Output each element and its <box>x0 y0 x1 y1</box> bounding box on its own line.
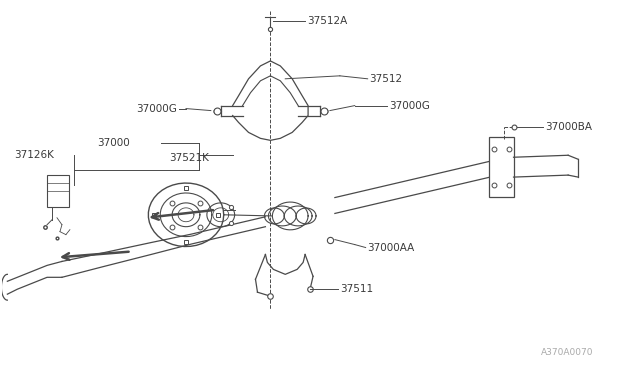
Text: 37000AA: 37000AA <box>367 243 415 253</box>
Text: 37000BA: 37000BA <box>545 122 592 132</box>
Text: 37521K: 37521K <box>169 153 209 163</box>
Text: 37512: 37512 <box>370 74 403 84</box>
Text: 37511: 37511 <box>340 284 373 294</box>
Polygon shape <box>489 137 513 197</box>
Text: 37000: 37000 <box>97 138 129 148</box>
Bar <box>47 175 69 207</box>
Text: 37126K: 37126K <box>14 150 54 160</box>
Text: 37512A: 37512A <box>307 16 348 26</box>
Text: 37000G: 37000G <box>390 100 430 110</box>
Text: A370A0070: A370A0070 <box>540 348 593 357</box>
Text: 37000G: 37000G <box>136 103 177 113</box>
